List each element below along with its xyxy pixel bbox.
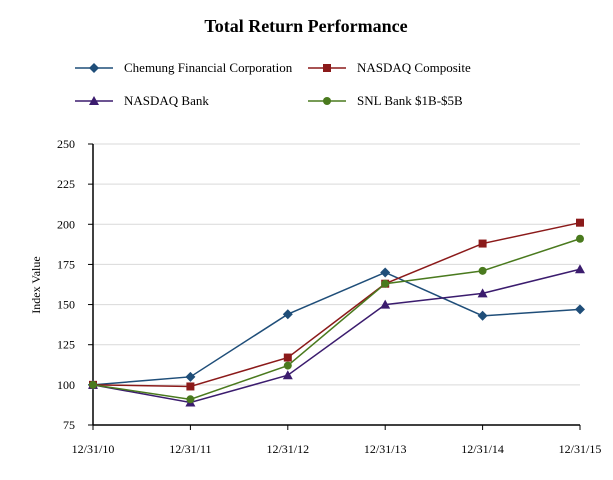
x-tick-label: 12/31/12 [266, 442, 309, 456]
data-point-snl-bank-1b-5b [283, 361, 292, 370]
data-point-chemung-financial-corporation [282, 309, 293, 320]
series-nasdaq-bank [88, 264, 585, 407]
data-point-chemung-financial-corporation [380, 267, 391, 278]
y-tick-label: 125 [57, 338, 75, 352]
legend: Chemung Financial Corporation NASDAQ Comp… [75, 60, 471, 108]
data-point-snl-bank-1b-5b [89, 380, 97, 389]
legend-item-nasdaq-bank: NASDAQ Bank [75, 93, 209, 108]
data-point-nasdaq-bank [282, 370, 293, 380]
series-line-nasdaq-composite [92, 221, 581, 388]
x-tick-label: 12/31/13 [364, 442, 407, 456]
legend-item-snl-bank-1b-5b: SNL Bank $1B-$5B [308, 93, 463, 108]
series-lines [88, 218, 585, 407]
legend-item-nasdaq-composite: NASDAQ Composite [308, 60, 471, 75]
data-point-snl-bank-1b-5b [381, 279, 390, 288]
x-axis-ticks: 12/31/10 12/31/11 12/31/12 12/31/13 12/31/14… [72, 425, 602, 456]
y-tick-label: 200 [57, 217, 75, 231]
data-point-nasdaq-composite [478, 239, 487, 248]
axes [92, 144, 580, 426]
y-axis-ticks: 75 100 125 150 175 200 225 250 [57, 137, 93, 432]
data-point-chemung-financial-corporation [185, 371, 196, 382]
legend-label: NASDAQ Bank [124, 93, 209, 108]
y-tick-label: 100 [57, 378, 75, 392]
series-snl-bank-1b-5b [89, 234, 584, 404]
legend-marker [323, 64, 331, 72]
legend-marker [89, 96, 99, 105]
y-axis-label: Index Value [29, 256, 43, 313]
x-tick-label: 12/31/14 [461, 442, 504, 456]
legend-label: SNL Bank $1B-$5B [357, 93, 463, 108]
y-tick-label: 75 [63, 418, 75, 432]
y-tick-label: 150 [57, 298, 75, 312]
data-point-nasdaq-composite [186, 382, 195, 391]
data-point-snl-bank-1b-5b [478, 266, 487, 275]
legend-marker [323, 97, 331, 105]
legend-label: NASDAQ Composite [357, 60, 471, 75]
series-line-nasdaq-bank [92, 268, 581, 404]
chart-title: Total Return Performance [204, 16, 407, 36]
data-point-chemung-financial-corporation [477, 310, 488, 321]
data-point-nasdaq-bank [380, 299, 391, 309]
series-line-chemung-financial-corporation [92, 271, 581, 386]
legend-item-chemung-financial-corporation: Chemung Financial Corporation [75, 60, 293, 75]
data-point-chemung-financial-corporation [575, 304, 585, 315]
data-point-nasdaq-bank [477, 288, 488, 298]
x-tick-label: 12/31/10 [72, 442, 115, 456]
series-line-snl-bank-1b-5b [92, 238, 581, 401]
legend-marker [89, 63, 99, 73]
data-point-nasdaq-composite [283, 353, 292, 362]
data-point-snl-bank-1b-5b [186, 395, 195, 404]
gridlines [93, 143, 580, 386]
data-point-nasdaq-bank [575, 264, 585, 274]
data-point-nasdaq-composite [576, 218, 584, 227]
y-tick-label: 225 [57, 177, 75, 191]
x-tick-label: 12/31/11 [169, 442, 211, 456]
y-tick-label: 250 [57, 137, 75, 151]
data-point-snl-bank-1b-5b [576, 234, 584, 243]
x-tick-label: 12/31/15 [559, 442, 602, 456]
legend-label: Chemung Financial Corporation [124, 60, 293, 75]
y-tick-label: 175 [57, 257, 75, 271]
